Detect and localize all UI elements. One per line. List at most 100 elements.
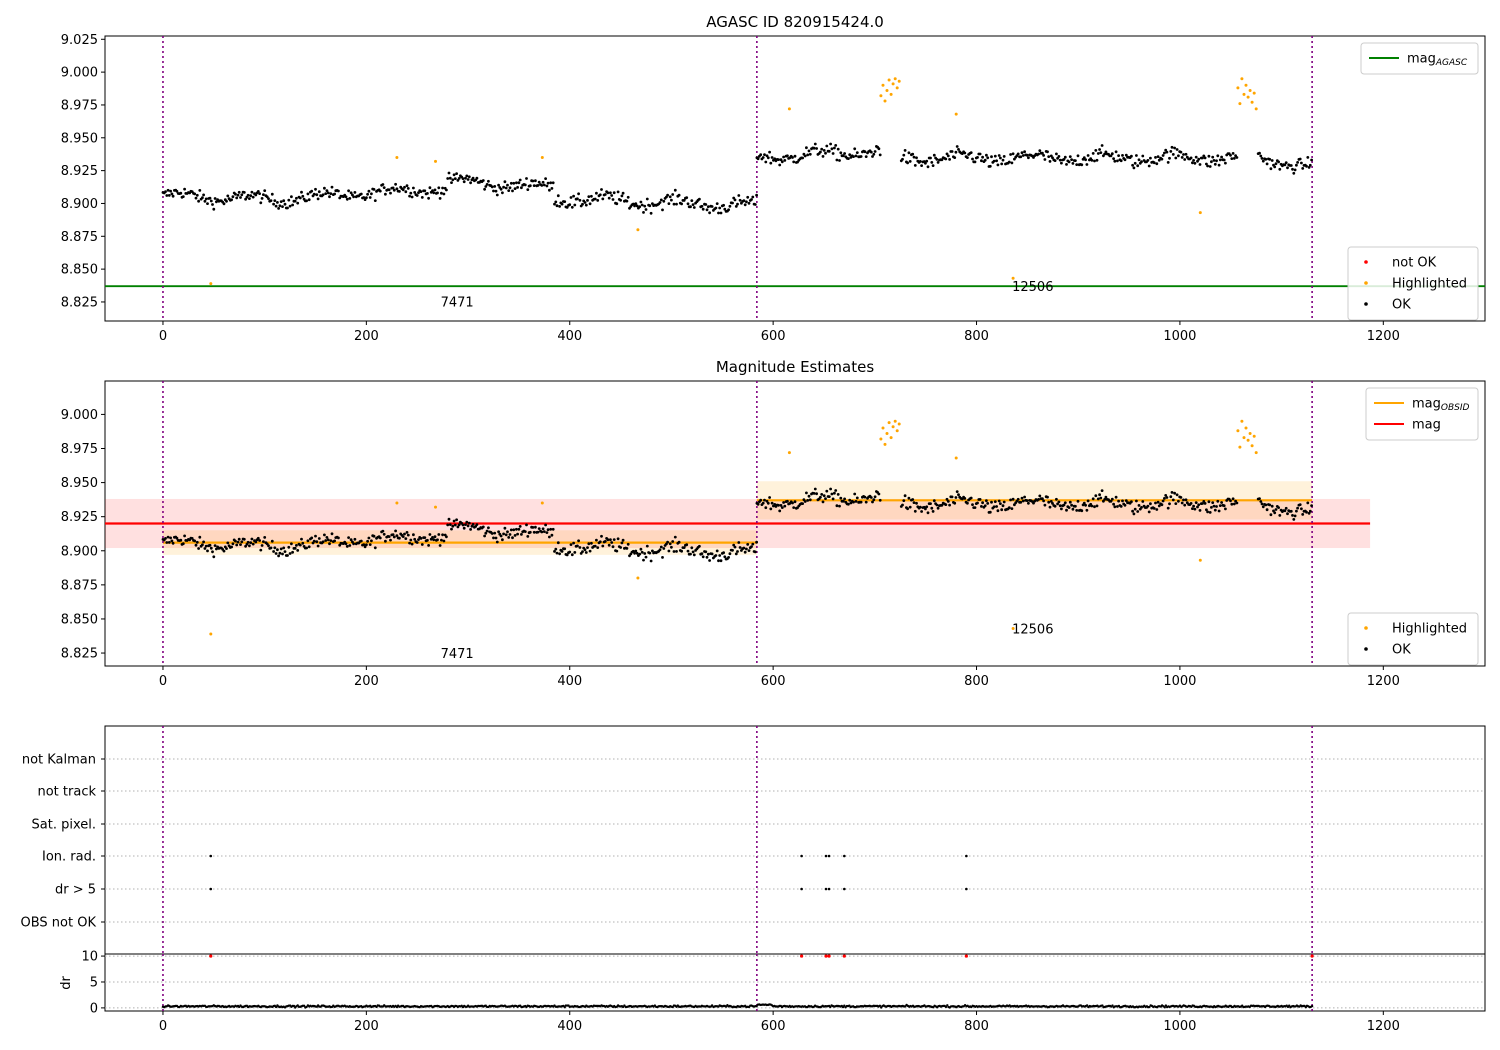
ok-point xyxy=(603,540,607,543)
ok-point xyxy=(1286,512,1289,516)
highlighted-point xyxy=(636,228,640,232)
ok-point xyxy=(1123,158,1127,162)
ok-point xyxy=(437,186,441,190)
ok-point xyxy=(469,528,472,531)
flag-point xyxy=(965,887,968,891)
ok-point xyxy=(992,505,996,509)
ok-point xyxy=(1103,152,1107,156)
ok-point xyxy=(953,501,957,505)
ok-point xyxy=(995,505,998,508)
ok-point xyxy=(985,153,988,157)
ok-point xyxy=(569,196,573,199)
ok-point xyxy=(717,559,720,563)
ok-point xyxy=(831,497,835,501)
ok-point xyxy=(512,181,516,185)
ok-point xyxy=(410,195,414,199)
ok-point xyxy=(226,541,230,545)
ok-point xyxy=(181,195,185,199)
ok-point xyxy=(1154,156,1157,159)
ok-point xyxy=(328,195,331,199)
ok-point xyxy=(780,506,784,509)
ok-point xyxy=(1076,154,1080,158)
ok-point xyxy=(447,171,451,175)
ok-point xyxy=(1091,152,1095,155)
panel-mag-legend-bottom-box xyxy=(1347,612,1479,666)
ok-point xyxy=(698,197,701,201)
ok-point xyxy=(803,154,807,158)
highlighted-point xyxy=(893,419,897,423)
ok-point xyxy=(310,536,314,540)
ok-point xyxy=(330,532,334,536)
ok-point xyxy=(925,505,929,509)
ok-point xyxy=(714,206,718,210)
ok-point xyxy=(464,523,467,526)
ok-point xyxy=(348,197,352,200)
ok-point xyxy=(638,205,642,209)
ok-point xyxy=(1068,155,1072,159)
ok-point xyxy=(675,202,678,206)
panel-agasc-legend-bottom-box xyxy=(1347,246,1479,321)
ok-point xyxy=(412,186,415,190)
ok-point xyxy=(323,533,326,537)
ok-point xyxy=(471,523,475,526)
ok-point xyxy=(565,206,569,209)
ok-point xyxy=(225,547,228,550)
ok-point xyxy=(542,530,546,533)
ok-point xyxy=(731,548,734,552)
ok-point xyxy=(577,192,580,196)
ok-point xyxy=(234,539,237,543)
ok-point xyxy=(384,192,387,196)
ok-point xyxy=(978,498,982,501)
ok-point xyxy=(992,159,996,163)
ok-point xyxy=(569,543,573,546)
ok-point xyxy=(1205,508,1208,512)
highlighted-point xyxy=(954,456,958,460)
ok-point xyxy=(1207,500,1211,504)
ok-point xyxy=(763,153,766,157)
panel-1-obsid-label: 12506 xyxy=(1012,622,1053,637)
ok-point xyxy=(1124,153,1128,157)
ok-point xyxy=(929,156,932,160)
ok-point xyxy=(1001,158,1005,162)
ok-point xyxy=(406,533,410,537)
ok-point xyxy=(930,506,934,510)
ok-point xyxy=(213,197,217,200)
ok-point xyxy=(1196,159,1199,163)
panel-3-x-tick-label: 0 xyxy=(159,1019,167,1034)
ok-point xyxy=(246,540,250,544)
ok-point xyxy=(286,554,289,557)
ok-point xyxy=(648,551,652,555)
panel-1-y-tick-label: 8.825 xyxy=(61,647,98,662)
ok-point xyxy=(1220,155,1223,159)
ok-point xyxy=(1306,156,1310,159)
ok-point xyxy=(1085,163,1089,166)
highlighted-point xyxy=(1252,434,1256,438)
ok-point xyxy=(863,495,867,499)
ok-point xyxy=(1051,502,1054,505)
ok-point xyxy=(560,550,564,553)
ok-point xyxy=(415,194,419,197)
ok-point xyxy=(1046,495,1049,499)
ok-point xyxy=(549,527,553,531)
ok-point xyxy=(1265,162,1269,166)
ok-point xyxy=(1196,505,1199,509)
highlighted-point xyxy=(787,451,791,455)
ok-point xyxy=(1041,497,1044,500)
ok-point xyxy=(1202,500,1206,503)
ok-point xyxy=(1010,507,1014,510)
ok-point xyxy=(1137,158,1141,162)
ok-point xyxy=(536,530,540,534)
highlighted-point xyxy=(1238,445,1242,449)
ok-point xyxy=(352,195,355,199)
ok-point xyxy=(873,495,877,499)
ok-point xyxy=(484,531,488,535)
ok-point xyxy=(440,538,443,542)
ok-point xyxy=(314,534,317,538)
highlighted-point xyxy=(897,422,901,426)
ok-point xyxy=(1160,157,1164,161)
ok-point xyxy=(1277,160,1280,164)
ok-point xyxy=(1085,508,1089,512)
ok-point xyxy=(409,191,413,195)
ok-point xyxy=(759,498,763,502)
ok-point xyxy=(944,157,948,161)
